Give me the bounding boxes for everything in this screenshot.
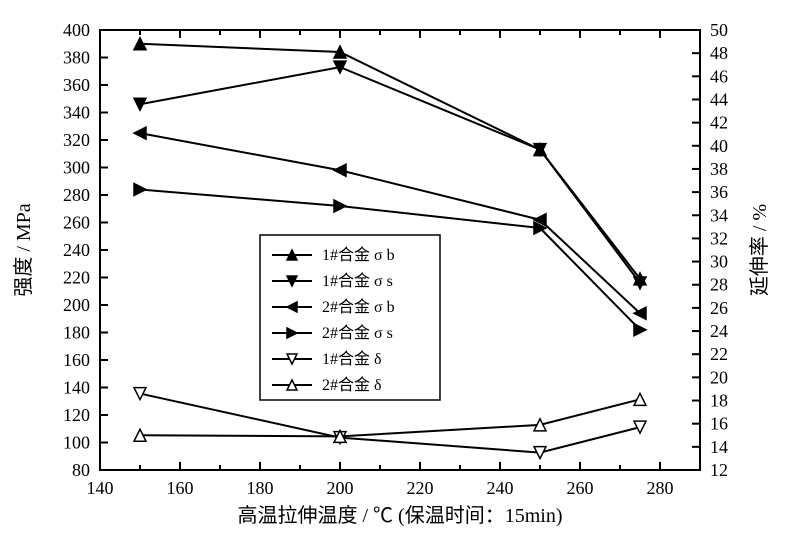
y-right-tick-label: 28 [710, 275, 728, 295]
y-left-tick-label: 160 [63, 350, 90, 370]
x-tick-label: 260 [567, 478, 594, 498]
y-right-tick-label: 40 [710, 136, 728, 156]
y-left-tick-label: 300 [63, 158, 90, 178]
y-right-tick-label: 16 [710, 414, 728, 434]
y-left-tick-label: 220 [63, 268, 90, 288]
y-right-tick-label: 12 [710, 460, 728, 480]
x-tick-label: 140 [87, 478, 114, 498]
marker [634, 421, 646, 433]
legend-label: 1#合金 δ [322, 350, 382, 368]
y-right-tick-label: 30 [710, 252, 728, 272]
y-right-tick-label: 22 [710, 344, 728, 364]
y-right-tick-label: 14 [710, 437, 728, 457]
y-right-tick-label: 42 [710, 113, 728, 133]
legend-label: 1#合金 σ b [322, 246, 395, 264]
y-right-tick-label: 46 [710, 66, 728, 86]
marker [334, 164, 346, 176]
y-right-tick-label: 26 [710, 298, 728, 318]
legend-label: 2#合金 σ s [322, 324, 393, 342]
chart-svg: 140 160 180 200 220 240 260 280 80 100 120 140 160 18… [0, 0, 800, 559]
y-left-tick-label: 100 [63, 433, 90, 453]
series-line [140, 399, 640, 436]
y-right-tick-label: 38 [710, 159, 728, 179]
legend-label: 2#合金 σ b [322, 298, 395, 316]
y-right-tick-label: 48 [710, 43, 728, 63]
y-left-tick-label: 200 [63, 295, 90, 315]
y-right-tick-label: 34 [710, 205, 728, 225]
marker [634, 324, 646, 336]
series-line [140, 394, 640, 453]
y-left-tick-label: 180 [63, 323, 90, 343]
legend-label: 2#合金 δ [322, 376, 382, 394]
marker [334, 200, 346, 212]
x-tick-label: 240 [487, 478, 514, 498]
y-left-tick-label: 340 [63, 103, 90, 123]
y-left-tick-label: 260 [63, 213, 90, 233]
y-right-tick-label: 36 [710, 182, 728, 202]
x-tick-label: 280 [647, 478, 674, 498]
legend-label: 1#合金 σ s [322, 272, 393, 290]
x-tick-label: 180 [247, 478, 274, 498]
y-right-tick-label: 32 [710, 228, 728, 248]
y-right-tick-label: 50 [710, 20, 728, 40]
y-right-tick-label: 24 [710, 321, 728, 341]
chart-container: 140 160 180 200 220 240 260 280 80 100 120 140 160 18… [0, 0, 800, 559]
y-right-tick-label: 20 [710, 367, 728, 387]
y-left-axis-label: 强度 / MPa [12, 203, 35, 296]
x-tick-label: 220 [407, 478, 434, 498]
y-left-tick-label: 120 [63, 405, 90, 425]
y-left-tick-label: 140 [63, 378, 90, 398]
y-left-tick-label: 240 [63, 240, 90, 260]
x-axis-label: 高温拉伸温度 / ℃ (保温时间：15min) [238, 504, 563, 527]
x-tick-label: 160 [167, 478, 194, 498]
y-right-tick-label: 18 [710, 391, 728, 411]
marker [134, 127, 146, 139]
y-right-axis-label: 延伸率 / % [748, 204, 771, 296]
y-left-tick-label: 380 [63, 48, 90, 68]
y-right-tick-label: 44 [710, 89, 728, 109]
marker [134, 184, 146, 196]
x-tick-label: 200 [327, 478, 354, 498]
y-left-tick-label: 400 [63, 20, 90, 40]
y-left-tick-label: 360 [63, 75, 90, 95]
y-left-tick-label: 80 [72, 460, 90, 480]
y-left-tick-label: 320 [63, 130, 90, 150]
y-left-tick-label: 280 [63, 185, 90, 205]
marker [634, 393, 646, 405]
